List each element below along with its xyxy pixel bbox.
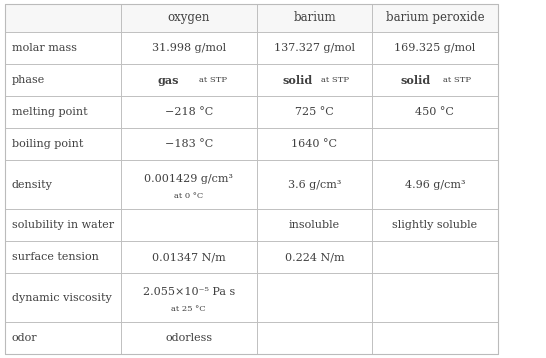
- Text: solid: solid: [401, 75, 431, 86]
- Text: −183 °C: −183 °C: [164, 139, 213, 149]
- Text: 137.327 g/mol: 137.327 g/mol: [274, 43, 355, 53]
- Bar: [5, 241, 121, 274]
- Text: 0.001429 g/cm³: 0.001429 g/cm³: [144, 174, 233, 184]
- Bar: [372, 64, 498, 96]
- Text: 4.96 g/cm³: 4.96 g/cm³: [405, 180, 465, 190]
- Bar: [257, 322, 372, 354]
- Bar: [257, 96, 372, 129]
- Bar: [372, 96, 498, 129]
- Text: at 0 °C: at 0 °C: [174, 192, 203, 200]
- Bar: [257, 32, 372, 64]
- Bar: [372, 322, 498, 354]
- Bar: [121, 129, 257, 160]
- Text: at STP: at STP: [199, 76, 227, 84]
- Text: molar mass: molar mass: [12, 43, 77, 53]
- Text: 1640 °C: 1640 °C: [292, 139, 337, 149]
- Text: boiling point: boiling point: [12, 139, 83, 149]
- Text: oxygen: oxygen: [168, 11, 210, 24]
- Bar: [5, 32, 121, 64]
- Text: dynamic viscosity: dynamic viscosity: [12, 293, 111, 303]
- Bar: [121, 96, 257, 129]
- Text: 31.998 g/mol: 31.998 g/mol: [152, 43, 226, 53]
- Bar: [257, 209, 372, 241]
- Text: slightly soluble: slightly soluble: [392, 221, 477, 231]
- Bar: [257, 129, 372, 160]
- Bar: [121, 322, 257, 354]
- Bar: [121, 274, 257, 322]
- Bar: [121, 32, 257, 64]
- Bar: [257, 4, 372, 32]
- Text: 3.6 g/cm³: 3.6 g/cm³: [288, 180, 341, 190]
- Text: 725 °C: 725 °C: [295, 107, 334, 117]
- Text: barium: barium: [293, 11, 336, 24]
- Bar: [121, 64, 257, 96]
- Text: odor: odor: [12, 333, 38, 343]
- Bar: [5, 96, 121, 129]
- Bar: [372, 209, 498, 241]
- Bar: [121, 241, 257, 274]
- Text: 450 °C: 450 °C: [416, 107, 454, 117]
- Bar: [121, 4, 257, 32]
- Text: 169.325 g/mol: 169.325 g/mol: [394, 43, 476, 53]
- Text: gas: gas: [157, 75, 179, 86]
- Text: 0.01347 N/m: 0.01347 N/m: [152, 252, 225, 262]
- Text: density: density: [12, 180, 53, 190]
- Bar: [372, 129, 498, 160]
- Bar: [372, 4, 498, 32]
- Text: melting point: melting point: [12, 107, 87, 117]
- Bar: [257, 64, 372, 96]
- Bar: [5, 160, 121, 209]
- Bar: [5, 274, 121, 322]
- Text: odorless: odorless: [165, 333, 212, 343]
- Text: surface tension: surface tension: [12, 252, 99, 262]
- Text: 0.224 N/m: 0.224 N/m: [284, 252, 345, 262]
- Bar: [257, 160, 372, 209]
- Bar: [5, 322, 121, 354]
- Bar: [372, 241, 498, 274]
- Text: phase: phase: [12, 75, 45, 85]
- Bar: [257, 241, 372, 274]
- Bar: [5, 129, 121, 160]
- Bar: [5, 209, 121, 241]
- Text: solubility in water: solubility in water: [12, 221, 114, 231]
- Bar: [257, 274, 372, 322]
- Text: −218 °C: −218 °C: [164, 107, 213, 117]
- Text: insoluble: insoluble: [289, 221, 340, 231]
- Text: barium peroxide: barium peroxide: [385, 11, 484, 24]
- Bar: [121, 209, 257, 241]
- Bar: [5, 64, 121, 96]
- Text: at STP: at STP: [321, 76, 349, 84]
- Text: at 25 °C: at 25 °C: [171, 305, 206, 313]
- Text: at STP: at STP: [443, 76, 472, 84]
- Text: solid: solid: [282, 75, 312, 86]
- Bar: [372, 160, 498, 209]
- Bar: [372, 32, 498, 64]
- Bar: [5, 4, 121, 32]
- Text: 2.055×10⁻⁵ Pa s: 2.055×10⁻⁵ Pa s: [143, 286, 235, 296]
- Bar: [121, 160, 257, 209]
- Bar: [372, 274, 498, 322]
